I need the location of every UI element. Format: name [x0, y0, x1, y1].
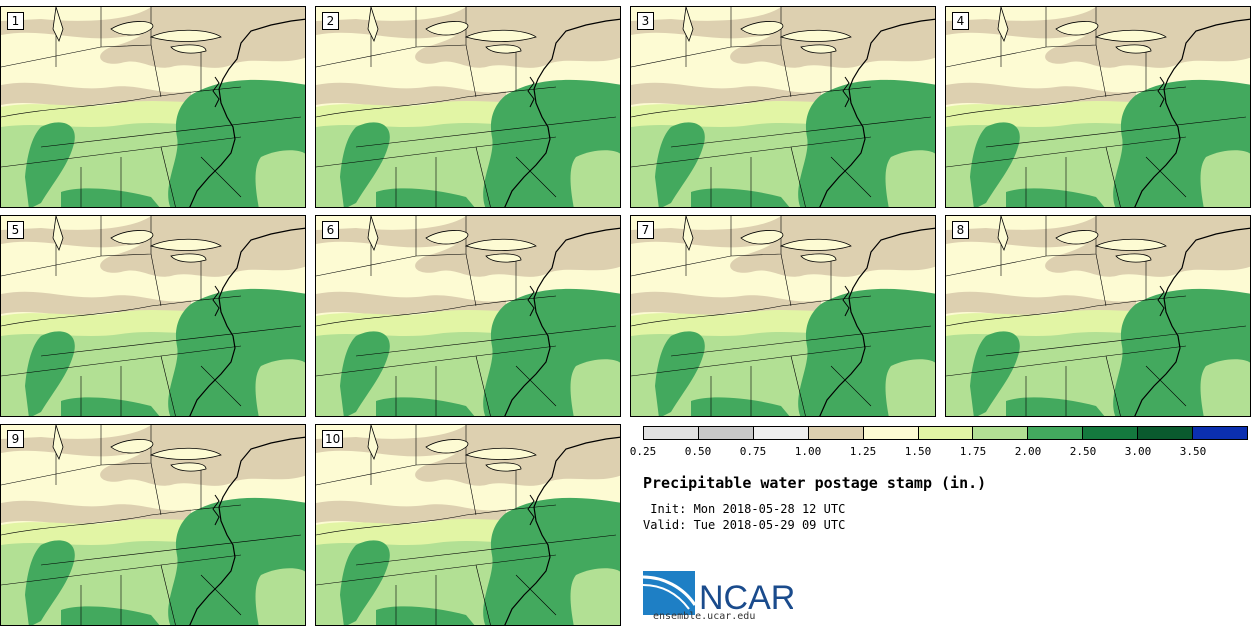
init-time: Init: Mon 2018-05-28 12 UTC — [643, 502, 846, 516]
ensemble-member-panel: 6 — [315, 215, 621, 417]
legend-tick-label: 2.50 — [1069, 445, 1097, 458]
panel-number-label: 10 — [322, 430, 344, 448]
legend-swatch — [1028, 427, 1084, 439]
legend-tick-label: 1.50 — [904, 445, 932, 458]
panel-number-label: 6 — [322, 221, 339, 239]
legend-tick-label: 0.25 — [629, 445, 657, 458]
panel-number-label: 1 — [7, 12, 24, 30]
map — [316, 425, 620, 625]
ensemble-member-panel: 7 — [630, 215, 936, 417]
legend-tick-label: 3.50 — [1179, 445, 1207, 458]
panel-number-label: 7 — [637, 221, 654, 239]
ensemble-member-panel: 5 — [0, 215, 306, 417]
legend-swatch — [644, 427, 699, 439]
logo-url: ensemble.ucar.edu — [653, 611, 756, 622]
ensemble-member-panel: 4 — [945, 6, 1251, 208]
ncar-logo: NCAR — [643, 571, 793, 615]
panel-number-label: 3 — [637, 12, 654, 30]
panel-number-label: 9 — [7, 430, 24, 448]
legend-tick-label: 0.50 — [684, 445, 712, 458]
map — [1, 7, 305, 207]
panel-number-label: 8 — [952, 221, 969, 239]
ensemble-member-panel: 8 — [945, 215, 1251, 417]
map — [631, 7, 935, 207]
legend-swatch — [808, 427, 864, 439]
legend-swatch — [973, 427, 1029, 439]
legend-tick-label: 3.00 — [1124, 445, 1152, 458]
ensemble-member-panel: 2 — [315, 6, 621, 208]
map — [946, 216, 1250, 416]
chart-title: Precipitable water postage stamp (in.) — [643, 474, 987, 492]
map — [316, 216, 620, 416]
panel-number-label: 2 — [322, 12, 339, 30]
legend-swatch — [1138, 427, 1194, 439]
color-legend — [643, 426, 1248, 440]
map — [316, 7, 620, 207]
legend-swatch — [1083, 427, 1139, 439]
legend-tick-label: 1.25 — [849, 445, 877, 458]
panel-number-label: 5 — [7, 221, 24, 239]
ensemble-member-panel: 1 — [0, 6, 306, 208]
legend-swatch — [753, 427, 809, 439]
legend-tick-label: 2.00 — [1014, 445, 1042, 458]
valid-time: Valid: Tue 2018-05-29 09 UTC — [643, 518, 846, 532]
legend-tick-label: 1.00 — [794, 445, 822, 458]
legend-swatch — [698, 427, 754, 439]
logo-text: NCAR — [699, 579, 793, 615]
ensemble-member-panel: 3 — [630, 6, 936, 208]
map — [1, 216, 305, 416]
map — [1, 425, 305, 625]
legend-swatch — [1193, 427, 1247, 439]
legend-swatch — [918, 427, 974, 439]
legend-swatch — [863, 427, 919, 439]
legend-tick-label: 0.75 — [739, 445, 767, 458]
legend-tick-label: 1.75 — [959, 445, 987, 458]
ensemble-member-panel: 10 — [315, 424, 621, 626]
map — [946, 7, 1250, 207]
panel-number-label: 4 — [952, 12, 969, 30]
ensemble-member-panel: 9 — [0, 424, 306, 626]
map — [631, 216, 935, 416]
